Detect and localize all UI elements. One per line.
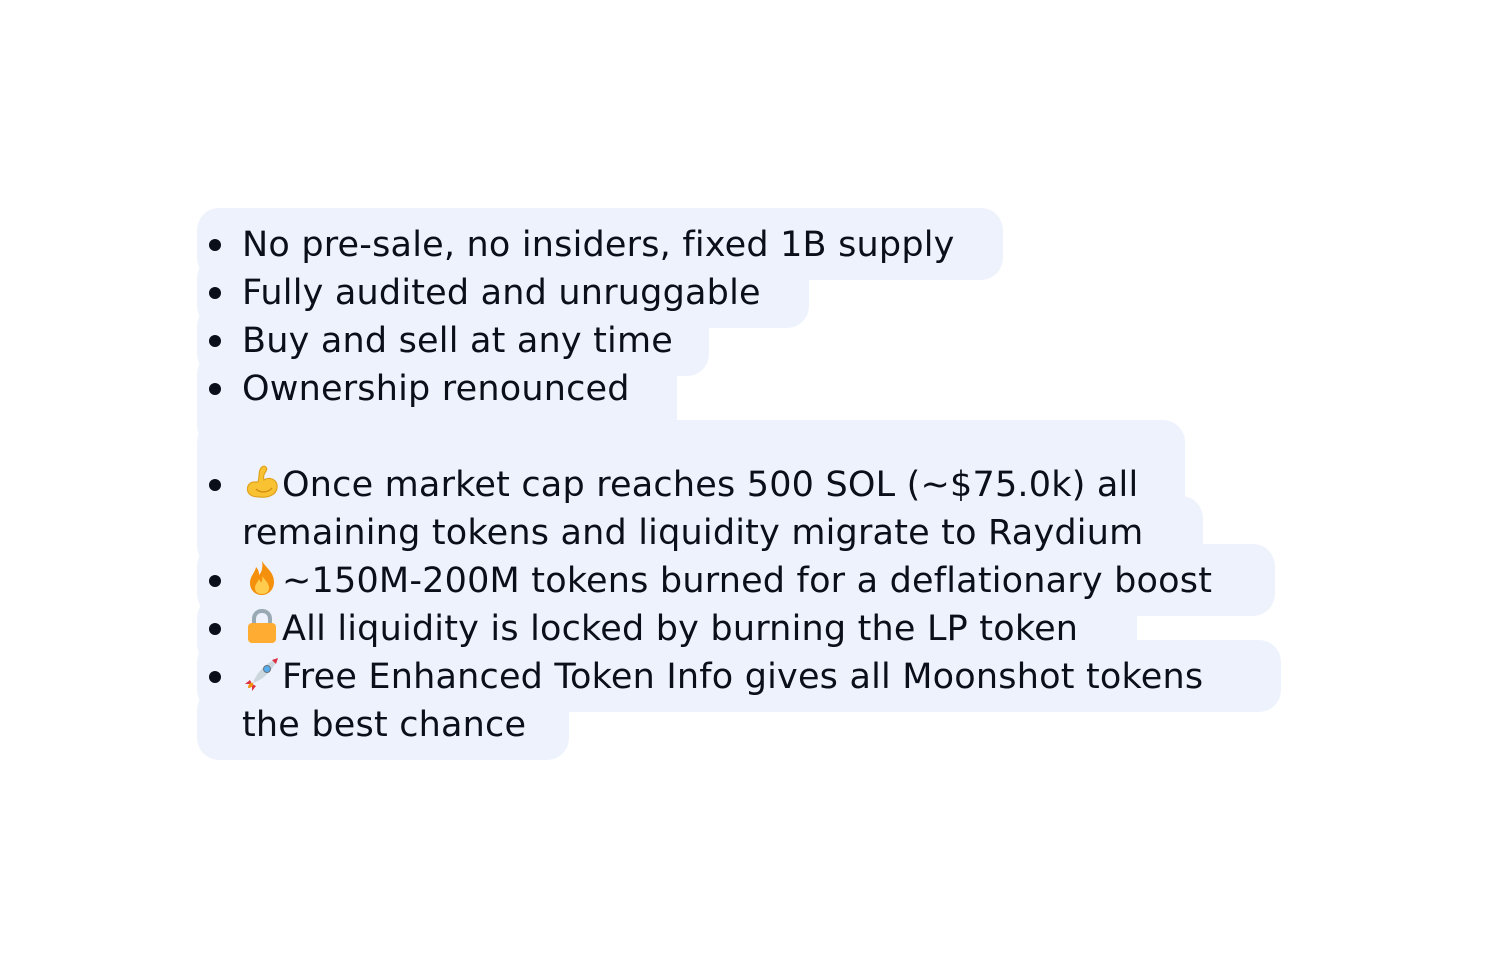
bullet-dot (209, 383, 221, 395)
list-item: Ownership renounced (242, 365, 630, 413)
bullet-dot (209, 623, 221, 635)
list-item: Free Enhanced Token Info gives all Moons… (242, 653, 1203, 701)
bullet-dot (209, 287, 221, 299)
fire-icon (242, 558, 282, 598)
bullet-dot (209, 479, 221, 491)
rocket-icon (242, 654, 282, 694)
list-item-text: ~150M-200M tokens burned for a deflation… (282, 561, 1213, 601)
lock-icon (242, 606, 282, 646)
bullet-dot (209, 575, 221, 587)
flexed-biceps-icon (242, 462, 282, 502)
list-item-text: remaining tokens and liquidity migrate t… (242, 513, 1144, 553)
bullet-dot (209, 671, 221, 683)
list-item-continuation: the best chance (242, 701, 526, 749)
list-item: ~150M-200M tokens burned for a deflation… (242, 557, 1212, 605)
list-item-continuation: remaining tokens and liquidity migrate t… (242, 509, 1143, 557)
bullet-dot (209, 335, 221, 347)
list-item-text: Once market cap reaches 500 SOL (~$75.0k… (282, 465, 1139, 505)
list-item: No pre-sale, no insiders, fixed 1B suppl… (242, 221, 955, 269)
list-item-text: Free Enhanced Token Info gives all Moons… (282, 657, 1204, 697)
bullet-dot (209, 239, 221, 251)
list-item-text: All liquidity is locked by burning the L… (282, 609, 1079, 649)
list-item: Buy and sell at any time (242, 317, 673, 365)
list-item: All liquidity is locked by burning the L… (242, 605, 1078, 653)
list-item: Fully audited and unruggable (242, 269, 761, 317)
list-item: Once market cap reaches 500 SOL (~$75.0k… (242, 461, 1138, 509)
list-item-text: Fully audited and unruggable (242, 273, 761, 313)
list-item-text: Buy and sell at any time (242, 321, 673, 361)
list-item-text: the best chance (242, 705, 527, 745)
list-item-text: No pre-sale, no insiders, fixed 1B suppl… (242, 225, 955, 265)
list-item-text: Ownership renounced (242, 369, 630, 409)
